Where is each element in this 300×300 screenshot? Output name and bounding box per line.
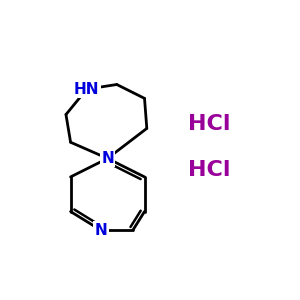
Text: N: N bbox=[101, 151, 114, 166]
Text: HN: HN bbox=[74, 82, 100, 97]
Text: HCl: HCl bbox=[188, 114, 230, 134]
Text: N: N bbox=[94, 223, 107, 238]
Text: HCl: HCl bbox=[188, 160, 230, 180]
